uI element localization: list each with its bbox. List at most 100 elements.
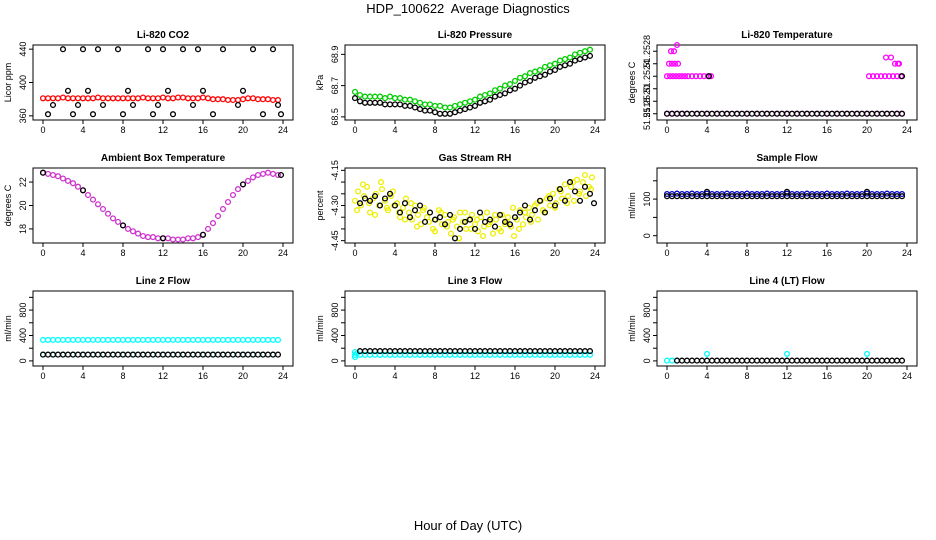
data-point: [249, 351, 257, 358]
data-point: [718, 357, 726, 364]
x-tick-label: 16: [198, 125, 208, 135]
data-point: [366, 197, 374, 204]
data-point: [94, 94, 102, 101]
x-tick-label: 12: [158, 371, 168, 381]
data-point: [688, 73, 696, 80]
data-point: [414, 211, 422, 218]
panel-1: Li-820 CO2 0 4 8 12 16 20 24 360 400 440 Licor ppm: [3, 30, 294, 135]
data-point: [668, 60, 676, 67]
y-tick-label: 400: [642, 328, 652, 343]
data-point: [59, 94, 67, 101]
data-point: [406, 96, 414, 103]
data-point: [446, 110, 454, 117]
data-point: [396, 95, 404, 102]
data-point: [668, 110, 676, 117]
data-point: [556, 57, 564, 64]
data-point: [898, 190, 906, 198]
data-point: [144, 351, 152, 358]
data-point: [576, 197, 584, 204]
y-tick-label: 800: [18, 303, 28, 318]
data-point: [139, 94, 147, 101]
data-point: [476, 209, 484, 216]
data-point: [179, 94, 187, 101]
panel-title: Sample Flow: [756, 153, 817, 164]
data-point: [361, 195, 369, 202]
data-point: [274, 351, 282, 358]
data-point: [239, 181, 247, 188]
data-point: [663, 357, 671, 364]
data-point: [224, 351, 232, 358]
data-point: [383, 204, 391, 211]
data-point: [693, 357, 701, 364]
data-point: [467, 225, 475, 232]
data-point: [244, 351, 252, 358]
data-point: [376, 99, 384, 106]
data-point: [249, 336, 257, 343]
data-point: [511, 85, 519, 92]
data-point: [561, 56, 569, 63]
data-point: [406, 102, 414, 109]
data-point: [114, 46, 122, 53]
data-point: [688, 357, 696, 364]
data-point: [703, 188, 711, 195]
data-point: [743, 110, 751, 117]
data-point: [670, 48, 678, 55]
x-tick-label: 12: [470, 248, 480, 258]
y-tick-label: -4.45: [330, 230, 340, 251]
data-point: [413, 223, 421, 230]
x-tick-label: 16: [510, 248, 520, 258]
x-tick-label: 24: [902, 248, 912, 258]
data-point: [675, 73, 683, 80]
data-point: [199, 231, 207, 238]
x-tick-label: 12: [158, 248, 168, 258]
data-point: [234, 336, 242, 343]
data-point: [516, 209, 524, 216]
data-point: [159, 336, 167, 343]
y-tick-label: 51.2520: [642, 85, 652, 118]
data-point: [234, 351, 242, 358]
data-point: [692, 73, 700, 80]
data-point: [491, 211, 499, 218]
data-point: [571, 57, 579, 64]
data-point: [199, 87, 207, 94]
data-point: [129, 95, 137, 102]
data-point: [480, 223, 488, 230]
data-point: [194, 234, 202, 241]
data-point: [541, 71, 549, 78]
data-point: [586, 46, 594, 53]
data-point: [773, 110, 781, 117]
data-point: [823, 357, 831, 364]
data-point: [481, 91, 489, 99]
data-point: [269, 46, 277, 53]
data-point: [778, 357, 786, 364]
data-point: [164, 235, 172, 242]
data-point: [54, 95, 62, 102]
data-point: [713, 357, 721, 364]
data-point: [259, 96, 267, 103]
data-point: [391, 95, 399, 102]
data-point: [566, 179, 574, 186]
data-point: [571, 51, 579, 58]
data-point: [69, 180, 77, 187]
data-point: [486, 90, 494, 97]
data-point: [64, 177, 72, 184]
x-axis-title: Hour of Day (UTC): [413, 518, 523, 533]
data-point: [489, 230, 497, 237]
data-point: [491, 87, 499, 94]
data-point: [461, 209, 469, 216]
x-tick-label: 4: [80, 248, 85, 258]
data-point: [361, 99, 369, 106]
x-tick-label: 24: [278, 371, 288, 381]
data-point: [119, 351, 127, 358]
data-point: [109, 336, 117, 343]
data-point: [114, 218, 122, 225]
data-point: [411, 104, 419, 111]
data-point: [447, 230, 455, 237]
data-point: [531, 207, 539, 214]
data-point: [581, 183, 589, 190]
data-point: [159, 46, 167, 53]
x-tick-label: 4: [392, 248, 397, 258]
data-point: [416, 202, 424, 209]
data-point: [179, 336, 187, 343]
data-point: [868, 110, 876, 117]
